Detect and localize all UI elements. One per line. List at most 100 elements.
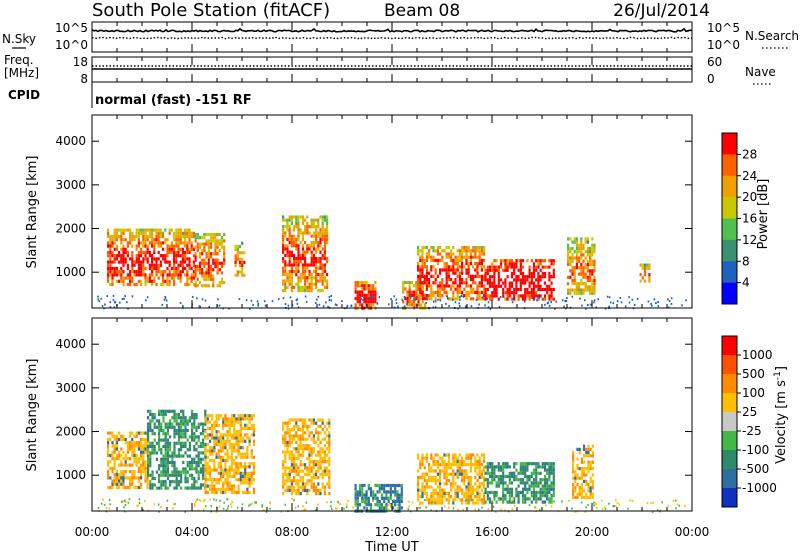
heatmap-cell bbox=[140, 247, 143, 251]
heatmap-cell bbox=[204, 478, 207, 482]
heatmap-cell bbox=[198, 280, 202, 285]
heatmap-cell bbox=[452, 472, 455, 476]
heatmap-cell bbox=[517, 497, 520, 501]
heatmap-cell bbox=[196, 232, 199, 237]
heatmap-cell bbox=[121, 500, 123, 502]
heatmap-cell bbox=[447, 278, 450, 282]
heatmap-cell bbox=[486, 497, 489, 501]
heatmap-cell bbox=[546, 478, 549, 482]
heatmap-cell bbox=[227, 507, 229, 510]
heatmap-cell bbox=[583, 467, 586, 471]
heatmap-cell bbox=[198, 268, 202, 272]
heatmap-cell bbox=[217, 462, 220, 466]
heatmap-cell bbox=[177, 412, 180, 417]
heatmap-cell bbox=[195, 448, 198, 452]
heatmap-cell bbox=[474, 482, 477, 486]
heatmap-cell bbox=[224, 478, 227, 482]
heatmap-cell bbox=[378, 506, 381, 510]
heatmap-cell bbox=[144, 450, 147, 454]
heatmap-cell bbox=[541, 259, 544, 263]
heatmap-cell bbox=[580, 288, 583, 292]
heatmap-cell bbox=[224, 452, 227, 456]
heatmap-cell bbox=[436, 491, 439, 495]
heatmap-cell bbox=[160, 422, 163, 426]
heatmap-cell bbox=[587, 454, 590, 458]
heatmap-cell bbox=[548, 468, 551, 472]
heatmap-cell bbox=[197, 451, 200, 455]
heatmap-cell bbox=[115, 247, 118, 251]
heatmap-cell bbox=[196, 242, 199, 246]
heatmap-cell bbox=[193, 422, 196, 426]
heatmap-cell bbox=[537, 484, 540, 488]
heatmap-cell bbox=[195, 425, 198, 429]
nsky-label: N.Sky bbox=[2, 32, 36, 46]
heatmap-cell bbox=[297, 424, 300, 428]
heatmap-cell bbox=[155, 457, 158, 461]
heatmap-cell bbox=[550, 259, 553, 263]
heatmap-cell bbox=[591, 288, 594, 292]
heatmap-cell bbox=[387, 504, 389, 507]
heatmap-cell bbox=[113, 434, 116, 438]
heatmap-cell bbox=[304, 444, 307, 448]
heatmap-cell bbox=[488, 268, 492, 272]
heatmap-cell bbox=[580, 476, 583, 480]
heatmap-cell bbox=[297, 505, 299, 508]
heatmap-cell bbox=[436, 290, 439, 294]
heatmap-cell bbox=[528, 487, 531, 491]
heatmap-cell bbox=[249, 307, 251, 310]
heatmap-cell bbox=[497, 478, 500, 482]
heatmap-cell bbox=[237, 439, 240, 443]
heatmap-cell bbox=[252, 455, 256, 459]
heatmap-cell bbox=[295, 282, 298, 286]
heatmap-cell bbox=[504, 462, 507, 466]
heatmap-cell bbox=[230, 505, 233, 508]
heatmap-cell bbox=[519, 481, 522, 485]
heatmap-cell bbox=[452, 271, 455, 275]
colorbar-tick-label: -1000 bbox=[742, 481, 777, 495]
heatmap-cell bbox=[301, 269, 304, 273]
heatmap-cell bbox=[135, 247, 138, 251]
heatmap-cell bbox=[400, 490, 403, 494]
heatmap-cell bbox=[317, 503, 319, 506]
heatmap-cell bbox=[246, 449, 249, 453]
heatmap-cell bbox=[173, 460, 176, 465]
heatmap-cell bbox=[315, 431, 318, 435]
heatmap-cell bbox=[161, 303, 164, 306]
heatmap-cell bbox=[312, 434, 315, 438]
heatmap-cell bbox=[175, 470, 178, 474]
heatmap-cell bbox=[463, 475, 466, 479]
heatmap-cell bbox=[469, 278, 472, 282]
heatmap-cell bbox=[282, 437, 285, 441]
heatmap-cell bbox=[591, 495, 594, 499]
heatmap-cell bbox=[361, 496, 364, 500]
heatmap-cell bbox=[177, 254, 180, 258]
heatmap-cell bbox=[612, 302, 615, 305]
heatmap-cell bbox=[218, 268, 221, 272]
heatmap-cell bbox=[246, 414, 249, 418]
heatmap-cell bbox=[421, 274, 424, 278]
heatmap-cell bbox=[206, 442, 209, 447]
heatmap-cell bbox=[173, 451, 176, 455]
heatmap-cell bbox=[330, 500, 332, 503]
heatmap-cell bbox=[179, 231, 182, 235]
heatmap-cell bbox=[450, 485, 453, 489]
heatmap-cell bbox=[408, 287, 411, 291]
heatmap-cell bbox=[467, 501, 470, 505]
heatmap-cell bbox=[452, 501, 455, 505]
heatmap-cell bbox=[208, 465, 212, 469]
heatmap-cell bbox=[184, 273, 187, 277]
heatmap-cell bbox=[456, 495, 459, 499]
heatmap-cell bbox=[140, 266, 143, 271]
heatmap-cell bbox=[164, 444, 167, 449]
heatmap-cell bbox=[202, 428, 205, 433]
heatmap-cell bbox=[502, 462, 505, 466]
heatmap-cell bbox=[140, 444, 143, 448]
heatmap-cell bbox=[441, 258, 444, 262]
heatmap-cell bbox=[297, 472, 300, 476]
heatmap-cell bbox=[216, 252, 219, 256]
heatmap-cell bbox=[228, 484, 231, 488]
heatmap-cell bbox=[546, 291, 549, 295]
heatmap-cell bbox=[356, 503, 359, 507]
heatmap-cell bbox=[219, 439, 223, 443]
heatmap-cell bbox=[233, 458, 236, 463]
